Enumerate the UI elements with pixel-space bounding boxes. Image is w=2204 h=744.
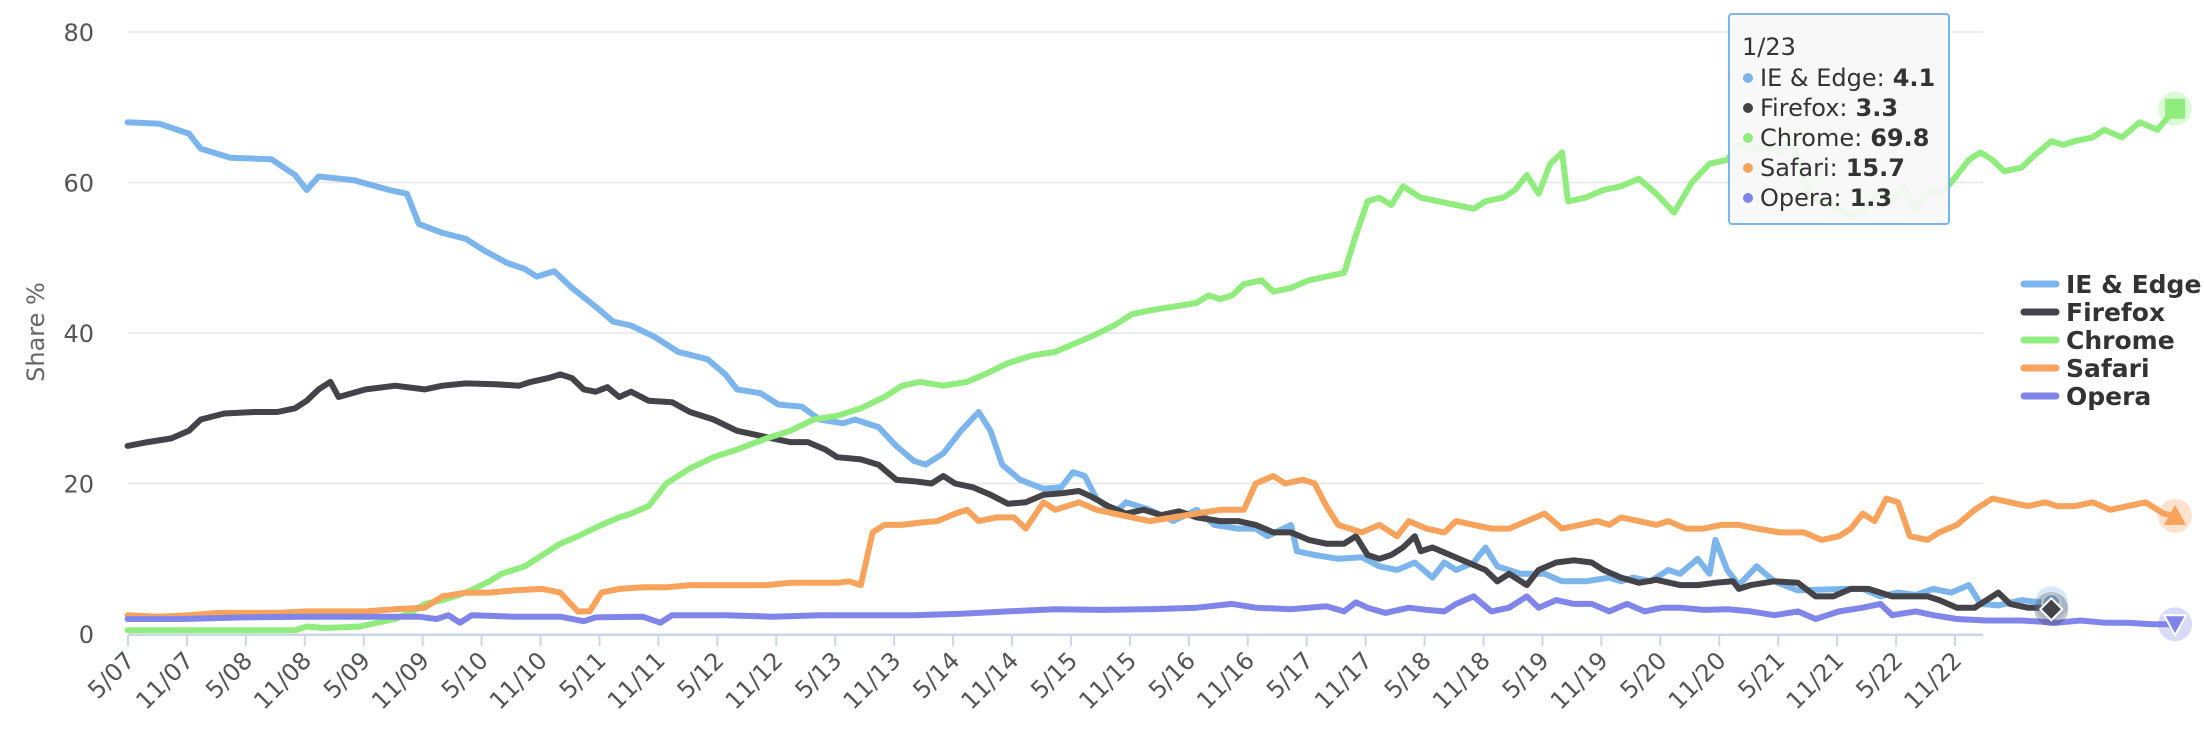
chrome-marker [2165,98,2186,119]
tooltip-label: IE & Edge: [1760,64,1885,92]
x-tick-label: 11/20 [1663,646,1732,715]
tooltip-dot [1743,163,1753,173]
tooltip-row: Chrome: 69.8 [1760,124,1929,152]
legend-item-ie-edge[interactable]: IE & Edge [2066,270,2201,299]
tooltip-value: 4.1 [1893,64,1936,92]
legend-item-firefox[interactable]: Firefox [2066,298,2165,327]
tooltip-label: Chrome: [1760,124,1862,152]
x-tick-label: 11/07 [130,646,199,715]
tooltip-label: Safari: [1760,154,1838,182]
legend-item-safari[interactable]: Safari [2066,354,2150,383]
x-tick-label: 11/21 [1781,646,1850,715]
hover-markers [2034,91,2193,642]
tooltip-row: Opera: 1.3 [1760,184,1892,212]
x-tick-label: 11/12 [720,646,789,715]
tooltip-dot [1743,193,1753,203]
x-tick-label: 11/14 [956,646,1025,715]
x-tick-label: 11/17 [1309,646,1378,715]
x-tick-label: 11/15 [1073,646,1142,715]
y-tick-label: 20 [63,471,94,499]
legend-item-opera[interactable]: Opera [2066,382,2151,411]
series-line-opera[interactable] [124,593,2179,628]
tooltip-value: 15.7 [1846,154,1905,182]
x-tick-label: 11/16 [1191,646,1260,715]
x-tick-label: 11/13 [838,646,907,715]
y-tick-label: 80 [63,19,94,47]
x-tick-label: 11/22 [1899,646,1968,715]
grid-lines [128,31,1983,635]
series-line-safari[interactable] [124,473,2179,620]
tooltip-dot [1743,103,1753,113]
tooltip-label: Opera: [1760,184,1842,212]
y-tick-label: 0 [79,621,94,649]
tooltip-row: IE & Edge: 4.1 [1760,64,1935,92]
x-tick-label: 11/09 [366,646,435,715]
y-tick-label: 60 [63,170,94,198]
opera-marker [2162,614,2188,638]
tooltip-row: Firefox: 3.3 [1760,94,1898,122]
y-axis: 0 20 40 60 80 [63,19,94,649]
tooltip-value: 69.8 [1870,124,1929,152]
series-line-firefox[interactable] [124,371,2055,613]
x-tick-label: 11/18 [1427,646,1496,715]
tooltip-value: 1.3 [1850,184,1893,212]
x-tick-label: 11/11 [602,646,671,715]
y-tick-label: 40 [63,320,94,348]
legend-item-chrome[interactable]: Chrome [2066,326,2175,355]
safari-marker [2164,504,2187,525]
tooltip-box [1728,13,1950,225]
x-tick-label: 11/10 [484,646,553,715]
tooltip-value: 3.3 [1856,94,1899,122]
x-tick-label: 11/08 [248,646,317,715]
x-tick-label: 11/19 [1545,646,1614,715]
tooltip-row: Safari: 15.7 [1760,154,1905,182]
y-axis-title: Share % [22,282,50,382]
tooltip-label: Firefox: [1760,94,1848,122]
tooltip-date: 1/23 [1742,33,1796,61]
tooltip-dot [1743,133,1753,143]
firefox-marker [2038,596,2064,622]
tooltip-dot [1743,73,1753,83]
